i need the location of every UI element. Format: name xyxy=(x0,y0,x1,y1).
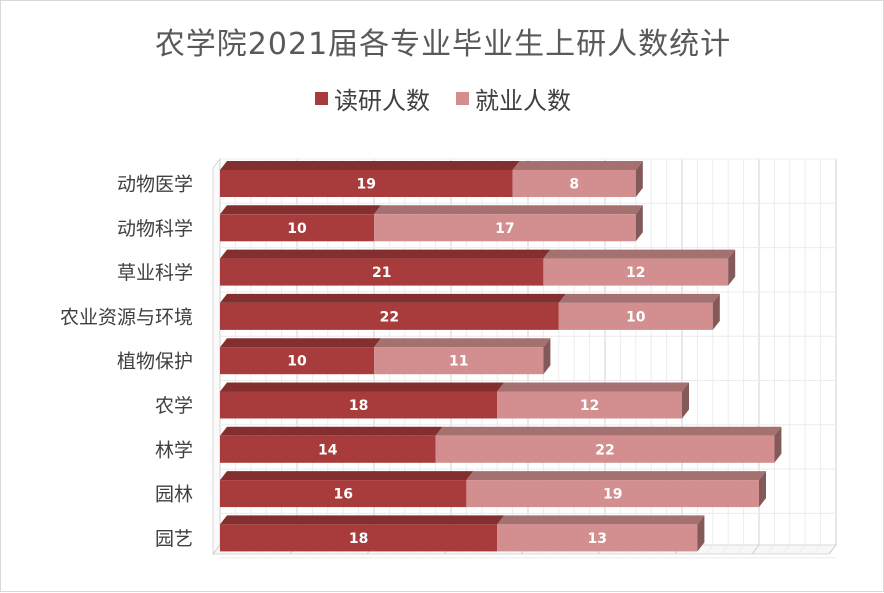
bar-top-face xyxy=(512,161,643,170)
legend-label-graduate-study: 读研人数 xyxy=(334,87,430,115)
bar-segment xyxy=(497,524,698,552)
bar-segment xyxy=(512,170,636,197)
category-label: 园林 xyxy=(155,484,193,506)
legend-swatch-employment xyxy=(456,92,469,105)
bar-segment xyxy=(220,258,544,286)
data-label: 19 xyxy=(603,487,622,503)
bar-segment xyxy=(558,302,713,330)
data-label: 18 xyxy=(349,531,368,547)
legend-entry-employment: 就业人数 xyxy=(456,81,571,116)
bar-top-face xyxy=(374,205,643,215)
gridline-floor xyxy=(751,544,760,555)
bar-end-face xyxy=(635,205,643,242)
bar-top-face xyxy=(374,338,551,348)
gridline-floor xyxy=(705,544,714,555)
legend-swatch-graduate-study xyxy=(315,92,328,105)
data-label: 17 xyxy=(495,221,514,237)
legend: 读研人数 就业人数 xyxy=(1,81,884,116)
data-label: 18 xyxy=(349,398,368,414)
bar-top-face xyxy=(220,338,381,348)
data-label: 10 xyxy=(626,309,646,325)
gridline-floor xyxy=(782,544,791,555)
bar-segment xyxy=(220,435,436,463)
category-label: 林学 xyxy=(155,439,193,461)
gridline-floor xyxy=(828,544,837,555)
bar-segment xyxy=(220,480,467,508)
bar-top-face xyxy=(220,205,381,215)
data-label: 13 xyxy=(588,531,607,547)
category-label: 动物科学 xyxy=(117,218,193,240)
category-label: 动物医学 xyxy=(117,174,193,196)
data-label: 22 xyxy=(380,309,399,325)
bar-end-face xyxy=(682,382,689,419)
gridline-floor xyxy=(797,544,806,555)
bar-end-face xyxy=(774,426,782,463)
category-label: 农学 xyxy=(155,395,193,417)
bar-top-face xyxy=(466,471,766,481)
bar-end-face xyxy=(697,515,705,552)
bar-top-face xyxy=(220,426,443,436)
bar-segment xyxy=(220,524,498,552)
gridline-floor xyxy=(720,544,729,555)
bar-top-face xyxy=(220,382,505,392)
gridline-floor xyxy=(813,544,821,555)
bar-end-face xyxy=(759,471,766,508)
bar-segment xyxy=(435,435,775,463)
bar-segment xyxy=(374,214,636,242)
bar-top-face xyxy=(220,471,474,481)
data-label: 21 xyxy=(372,265,391,281)
bar-top-face xyxy=(497,515,705,525)
data-label: 16 xyxy=(333,487,352,503)
bar-segment xyxy=(497,391,682,419)
data-label: 14 xyxy=(318,442,338,458)
legend-label-employment: 就业人数 xyxy=(475,87,571,115)
bar-top-face xyxy=(435,426,782,436)
bar-segment xyxy=(220,170,513,197)
bar-end-face xyxy=(728,249,736,286)
category-label: 园艺 xyxy=(155,528,193,550)
bar-top-face xyxy=(220,515,505,525)
bar-top-face xyxy=(558,293,720,303)
bar-top-face xyxy=(220,161,520,170)
bar-end-face xyxy=(543,338,551,375)
bar-top-face xyxy=(543,249,736,259)
bar-segment xyxy=(220,302,559,330)
gridline-floor xyxy=(212,544,221,555)
bar-segment xyxy=(374,347,544,375)
category-label: 农业资源与环境 xyxy=(60,306,193,328)
category-label: 草业科学 xyxy=(117,262,193,284)
bar-segment xyxy=(543,258,729,286)
bar-segment xyxy=(220,347,374,375)
bar-top-face xyxy=(497,382,689,392)
data-label: 12 xyxy=(580,398,599,414)
bar-end-face xyxy=(635,161,643,197)
bar-top-face xyxy=(220,249,551,259)
data-label: 11 xyxy=(449,354,468,370)
chart-side-wall xyxy=(212,157,221,556)
data-label: 8 xyxy=(569,177,579,193)
data-label: 22 xyxy=(595,442,614,458)
category-label: 植物保护 xyxy=(117,351,193,373)
gridline-floor xyxy=(736,544,744,555)
data-label: 10 xyxy=(287,221,307,237)
bar-segment xyxy=(220,214,374,242)
bar-top-face xyxy=(220,293,566,303)
legend-entry-graduate-study: 读研人数 xyxy=(315,81,430,116)
chart-title: 农学院2021届各专业毕业生上研人数统计 xyxy=(154,27,732,62)
gridline-floor xyxy=(767,544,775,555)
bar-segment xyxy=(466,480,759,508)
data-label: 12 xyxy=(626,265,645,281)
data-label: 19 xyxy=(357,177,376,193)
bar-segment xyxy=(220,391,498,419)
bar-end-face xyxy=(712,293,720,330)
data-label: 10 xyxy=(287,354,307,370)
